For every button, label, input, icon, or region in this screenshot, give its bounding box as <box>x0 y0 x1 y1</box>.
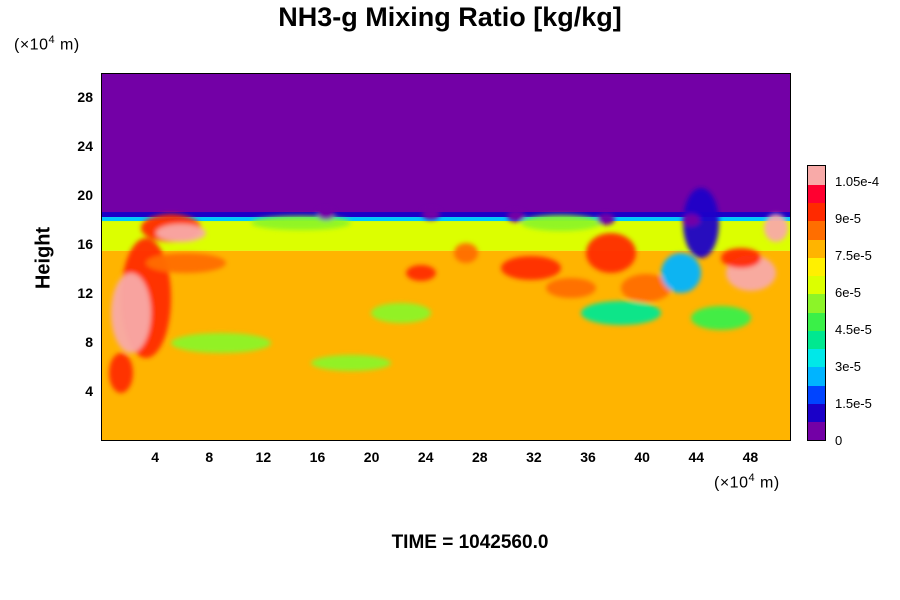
x-tick-label: 28 <box>472 449 488 465</box>
y-tick-label: 28 <box>77 88 93 105</box>
colorbar-swatch <box>808 166 825 185</box>
x-tick-label: 36 <box>580 449 596 465</box>
turbulence-blob-21 <box>171 333 271 353</box>
boundary-band <box>101 212 791 218</box>
x-tick-label: 20 <box>363 449 380 465</box>
turbulence-blob-18 <box>371 303 431 323</box>
colorbar-swatch <box>808 275 825 295</box>
turbulence-blob-19 <box>691 306 751 330</box>
time-label: TIME = 1042560.0 <box>391 532 549 553</box>
boundary-dip-2 <box>507 210 525 222</box>
colorbar-swatch <box>808 330 825 350</box>
x-tick-label: 40 <box>634 449 650 465</box>
x-tick-label: 48 <box>742 449 759 465</box>
colorbar-tick-label: 3e-5 <box>835 359 862 375</box>
colorbar-tick-label: 7.5e-5 <box>835 248 872 264</box>
colorbar-swatch <box>808 184 825 204</box>
boundary-dip-4 <box>682 214 700 226</box>
turbulence-blob-2 <box>109 353 133 393</box>
plot-frame <box>101 73 791 441</box>
y-tick-label: 20 <box>77 186 93 203</box>
x-tick-label: 16 <box>309 449 326 465</box>
field-layer-0 <box>101 73 791 215</box>
boundary-dip-1 <box>422 208 440 220</box>
turbulence-blob-10 <box>586 233 636 273</box>
y-tick-label: 24 <box>77 137 93 154</box>
turbulence-blob-22 <box>521 215 601 231</box>
x-tick-label: 44 <box>688 449 705 465</box>
colorbar-tick-label: 1.05e-4 <box>835 174 880 190</box>
x-tick-label: 4 <box>151 449 159 465</box>
colorbar-swatch <box>808 293 825 313</box>
x-tick-label: 12 <box>255 449 272 465</box>
turbulence-blob-7 <box>454 243 478 263</box>
boundary-dip-3 <box>597 213 615 225</box>
colorbar-tick-label: 0 <box>835 433 843 448</box>
turbulence-blob-23 <box>251 216 351 230</box>
x-tick-label: 8 <box>205 449 214 465</box>
turbulence-blob-1 <box>111 273 151 353</box>
colorbar <box>807 165 826 441</box>
colorbar-tick-label: 1.5e-5 <box>835 396 872 412</box>
turbulence-blob-6 <box>406 265 436 281</box>
turbulence-blob-9 <box>546 278 596 298</box>
y-tick-label: 16 <box>77 235 93 252</box>
turbulence-blob-5 <box>156 224 206 242</box>
colorbar-tick-label: 9e-5 <box>835 211 862 227</box>
boundary-band-cyan <box>101 217 791 222</box>
colorbar-swatch <box>808 239 825 258</box>
y-axis-unit: (×104 m) <box>14 34 80 54</box>
turbulence-blob-12 <box>683 188 719 258</box>
turbulence-blob-8 <box>501 256 561 280</box>
turbulence-blob-20 <box>311 355 391 371</box>
colorbar-tick-label: 6e-5 <box>835 285 862 301</box>
colorbar-tick-label: 4.5e-5 <box>835 322 872 338</box>
x-tick-label: 32 <box>526 449 542 465</box>
colorbar-swatch <box>808 202 825 222</box>
turbulence-blob-11 <box>621 274 671 302</box>
colorbar-swatch <box>808 220 825 240</box>
colorbar-swatch <box>808 348 825 368</box>
turbulence-blob-17 <box>581 301 661 325</box>
y-tick-label: 8 <box>85 333 93 350</box>
turbulence-blob-13 <box>661 253 701 293</box>
colorbar-swatch <box>808 385 825 404</box>
turbulence-blob-15 <box>721 248 761 268</box>
heatmap-plot-area <box>101 73 791 441</box>
turbulence-layer <box>109 188 788 393</box>
y-tick-label: 12 <box>77 284 93 301</box>
turbulence-blob-4 <box>146 253 226 273</box>
y-tick-label: 4 <box>85 382 93 399</box>
x-axis-unit: (×104 m) <box>714 472 780 492</box>
x-tick-label: 24 <box>417 449 434 465</box>
boundary-dip-0 <box>317 208 335 220</box>
colorbar-swatch <box>808 421 825 441</box>
heatmap-svg <box>101 73 791 441</box>
colorbar-swatch <box>808 312 825 331</box>
colorbar-swatch <box>808 403 825 423</box>
colorbar-swatch <box>808 257 825 277</box>
chart-title: NH3-g Mixing Ratio [kg/kg] <box>278 2 622 32</box>
turbulence-blob-16 <box>764 214 788 242</box>
colorbar-swatch <box>808 366 825 386</box>
